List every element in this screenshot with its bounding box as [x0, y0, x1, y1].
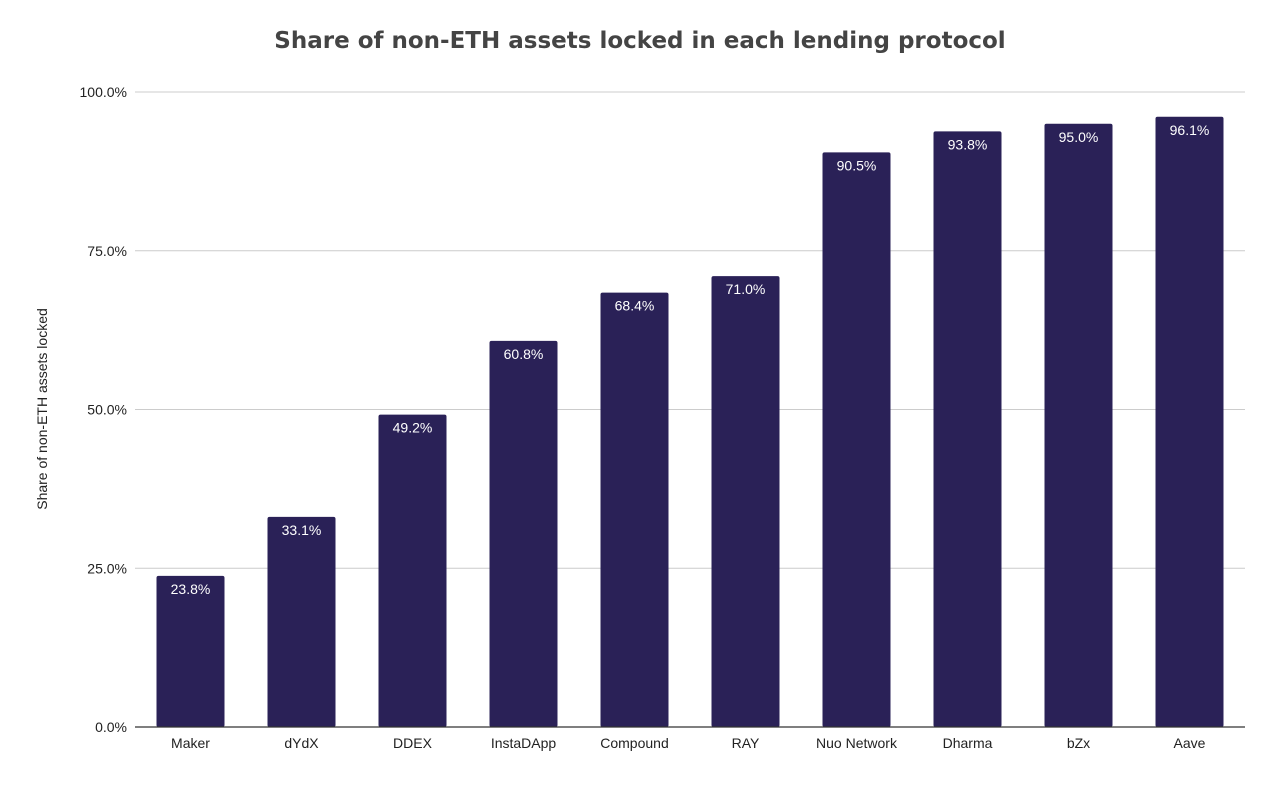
- y-tick-label: 75.0%: [87, 243, 127, 259]
- y-tick-label: 0.0%: [95, 719, 127, 735]
- y-tick-label: 25.0%: [87, 560, 127, 576]
- bar: [600, 292, 669, 727]
- x-tick-label: Nuo Network: [816, 735, 898, 751]
- bar: [1155, 116, 1224, 727]
- bar-value-label: 33.1%: [282, 522, 322, 538]
- bar-value-label: 71.0%: [726, 281, 766, 297]
- x-tick-label: InstaDApp: [491, 735, 557, 751]
- bar-value-label: 90.5%: [837, 157, 877, 173]
- data-labels: 23.8% 33.1% 49.2% 60.8% 68.4% 71.0% 90.5% 93.8%…: [171, 122, 1210, 597]
- bars: [156, 116, 1224, 727]
- y-axis-title: Share of non-ETH assets locked: [34, 308, 50, 510]
- bar-value-label: 60.8%: [504, 346, 544, 362]
- y-tick-label: 100.0%: [80, 84, 127, 100]
- x-tick-label: Maker: [171, 735, 210, 751]
- bar: [156, 575, 225, 727]
- x-tick-label: DDEX: [393, 735, 433, 751]
- bar: [489, 340, 558, 727]
- bar: [711, 276, 780, 727]
- bar: [822, 152, 891, 727]
- x-tick-label: bZx: [1067, 735, 1090, 751]
- bar: [933, 131, 1002, 727]
- chart-title: Share of non-ETH assets locked in each l…: [274, 28, 1006, 54]
- bar: [378, 414, 447, 727]
- axes: 0.0% 25.0% 50.0% 75.0% 100.0% Maker dYdX DDEX In…: [80, 84, 1245, 751]
- x-tick-label: dYdX: [284, 735, 319, 751]
- bar-value-label: 68.4%: [615, 298, 655, 314]
- x-tick-label: Aave: [1174, 735, 1206, 751]
- bar-value-label: 23.8%: [171, 581, 211, 597]
- bar: [1044, 123, 1113, 727]
- x-tick-label: Dharma: [943, 735, 993, 751]
- y-tick-label: 50.0%: [87, 402, 127, 418]
- bar: [267, 516, 336, 727]
- x-tick-label: RAY: [732, 735, 760, 751]
- bar-value-label: 96.1%: [1170, 122, 1210, 138]
- bar-value-label: 49.2%: [393, 420, 433, 436]
- x-tick-label: Compound: [600, 735, 669, 751]
- bar-value-label: 93.8%: [948, 136, 988, 152]
- bar-value-label: 95.0%: [1059, 129, 1099, 145]
